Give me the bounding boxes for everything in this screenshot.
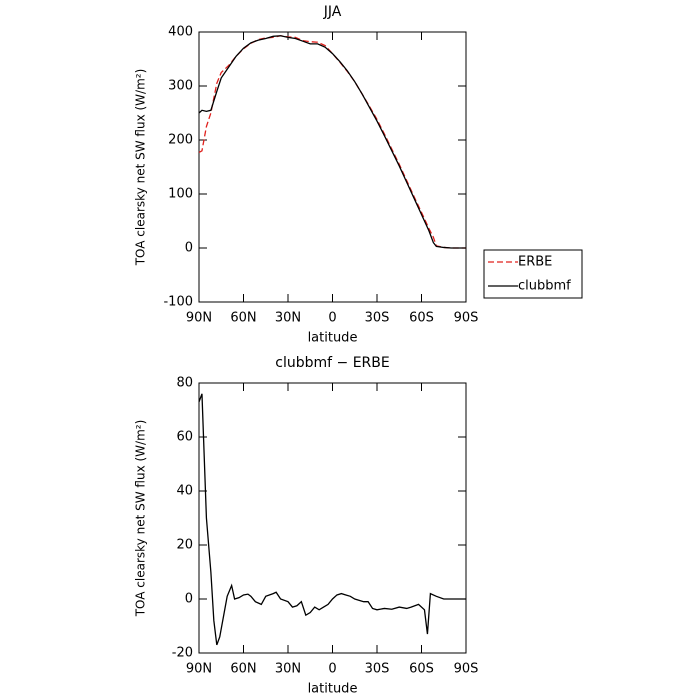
y-axis-label: TOA clearsky net SW flux (W/m²) — [134, 420, 148, 618]
y-tick-label: 0 — [185, 241, 193, 256]
y-tick-label: 80 — [176, 376, 193, 391]
plot-frame — [198, 31, 467, 303]
legend-label: clubbmf — [518, 279, 571, 294]
y-tick-label: -20 — [172, 646, 193, 661]
x-tick-label: 30N — [275, 311, 301, 326]
x-tick-label: 30S — [365, 662, 390, 677]
data-line — [198, 393, 466, 646]
plot-frame — [198, 382, 467, 654]
chart-title: JJA — [323, 4, 342, 20]
y-tick-label: 400 — [168, 25, 193, 40]
x-tick-label: 30N — [275, 662, 301, 677]
x-tick-label: 0 — [328, 311, 336, 326]
x-tick-label: 30S — [365, 311, 390, 326]
chart-title: clubbmf − ERBE — [275, 355, 389, 371]
y-tick-label: 300 — [168, 79, 193, 94]
legend-label: ERBE — [518, 255, 552, 270]
x-axis-label: latitude — [308, 331, 358, 346]
y-tick-label: 200 — [168, 133, 193, 148]
x-tick-label: 90S — [454, 662, 479, 677]
y-tick-label: 100 — [168, 187, 193, 202]
y-axis-label: TOA clearsky net SW flux (W/m²) — [134, 69, 148, 267]
y-tick-label: 0 — [185, 592, 193, 607]
x-tick-label: 90N — [186, 662, 212, 677]
y-tick-label: -100 — [163, 295, 193, 310]
data-line — [198, 35, 466, 249]
x-tick-label: 60N — [230, 662, 256, 677]
legend-box — [483, 249, 583, 299]
x-tick-label: 60N — [230, 311, 256, 326]
x-tick-label: 90N — [186, 311, 212, 326]
x-tick-label: 90S — [454, 311, 479, 326]
data-line — [198, 35, 466, 249]
y-tick-label: 40 — [176, 484, 193, 499]
y-tick-label: 60 — [176, 430, 193, 445]
x-tick-label: 0 — [328, 662, 336, 677]
x-tick-label: 60S — [409, 311, 434, 326]
x-tick-label: 60S — [409, 662, 434, 677]
x-axis-label: latitude — [308, 682, 358, 697]
y-tick-label: 20 — [176, 538, 193, 553]
